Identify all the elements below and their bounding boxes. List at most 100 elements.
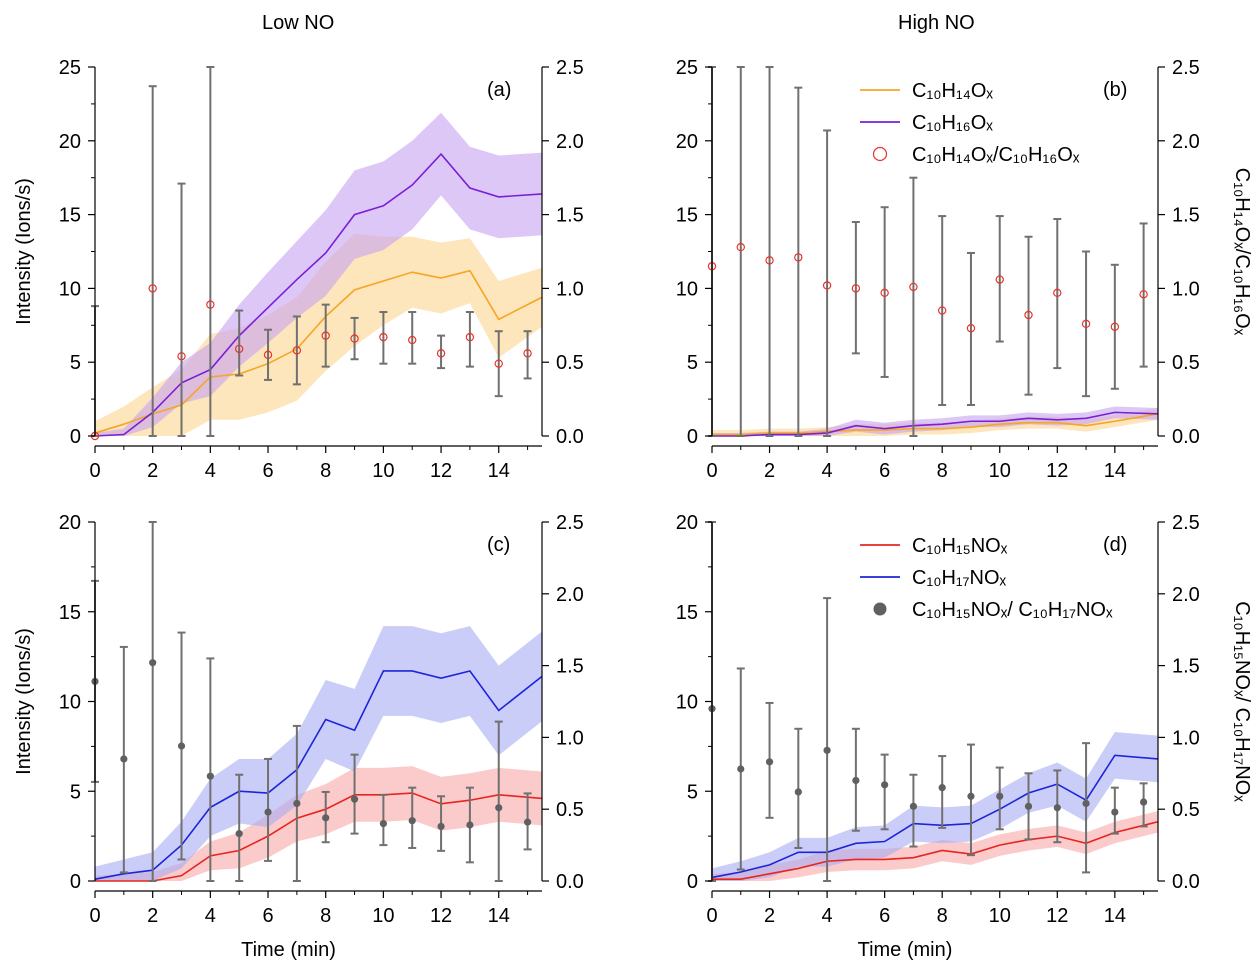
x-tick-label: 2 [764,905,775,927]
y2-tick-label: 0.5 [1172,352,1200,374]
x-tick-label: 12 [430,905,452,927]
panel-a: 0 5 10 15 20 25 0.0 0.5 1.0 1.5 2.0 2.5 0 2 4 6 8 10 12 14 (… [13,57,584,482]
y2-tick-label: 2.0 [556,584,584,606]
x-tick-label: 6 [262,905,273,927]
x-tick-label: 0 [706,460,717,482]
x-tick-label: 0 [89,905,100,927]
ratio-point [437,822,445,831]
y-axis-label: Intensity (Ions/s) [13,178,35,325]
y-tick-label: 5 [687,352,698,374]
y2-tick-label: 2.0 [556,131,584,153]
y2-tick-label: 1.5 [1172,205,1200,227]
x-tick-label: 4 [205,905,216,927]
y-tick-label: 5 [70,781,81,803]
x-tick-label: 12 [430,460,452,482]
ratio-point [1111,808,1119,816]
x-tick-label: 8 [937,905,948,927]
y2-tick-label: 0.5 [556,799,584,821]
panel-label: (b) [1103,79,1127,101]
ratio-point [996,792,1004,800]
y-tick-label: 10 [59,692,81,714]
ratio-point [995,275,1004,284]
y2-tick-label: 2.0 [1172,584,1200,606]
y2-axis-label: C₁₀H₁₅NOₓ/ C₁₀H₁₇NOₓ [1231,601,1253,802]
y2-tick-label: 0.5 [1172,799,1200,821]
x-tick-label: 14 [488,460,510,482]
y2-tick-label: 0.0 [1172,871,1200,893]
y-tick-label: 20 [59,131,81,153]
column-title-low-no: Low NO [262,12,335,34]
ratio-point [1110,322,1120,331]
legend-label: C₁₀H₁₆Oₓ [912,112,993,134]
x-tick-label: 2 [764,460,775,482]
ratio-point [1053,804,1061,812]
series-band-0 [95,766,542,881]
panel-label: (d) [1103,534,1127,556]
ratio-point [465,332,475,342]
ratio-point [737,765,745,773]
y2-tick-label: 1.0 [1172,727,1200,749]
x-tick-label: 2 [147,905,158,927]
ratio-point [851,284,861,293]
ratio-point [1140,798,1148,806]
y-tick-label: 5 [70,352,81,374]
y2-tick-label: 1.0 [556,727,584,749]
ratio-point [177,742,186,750]
x-tick-label: 10 [372,460,394,482]
ratio-point [148,284,157,293]
ratio-point [321,331,330,340]
y-tick-label: 25 [676,57,698,79]
ratio-point [736,242,745,252]
ratio-point [263,350,273,360]
x-tick-label: 14 [1104,905,1126,927]
y2-tick-label: 1.5 [556,656,584,678]
y-tick-label: 15 [59,602,81,624]
y2-tick-label: 2.5 [556,512,584,534]
ratio-point [967,792,975,800]
series-line-1 [94,152,543,437]
ratio-point [823,746,831,754]
x-tick-label: 10 [989,905,1011,927]
series-line-0 [712,413,1159,436]
legend-label: C₁₀H₁₅NOₓ/ C₁₀H₁₇NOₓ [912,599,1113,621]
ratio-point [822,281,832,290]
ratio-point [466,821,474,829]
y2-tick-label: 2.5 [556,57,584,79]
ratio-point [408,335,417,345]
ratio-point [322,814,330,822]
y2-tick-label: 0.0 [1172,426,1200,448]
ratio-point [909,802,918,810]
x-tick-label: 4 [822,460,833,482]
x-tick-label: 6 [879,460,890,482]
y2-axis-label: C₁₀H₁₄Oₓ/C₁₀H₁₆Oₓ [1231,168,1253,336]
y-tick-label: 20 [59,512,81,534]
series-band-1 [712,406,1158,436]
panel-b: 0 5 10 15 20 25 0.0 0.5 1.0 1.5 2.0 2.5 0 2 4 6 8 10 12 14 (… [676,57,1253,482]
x-tick-label: 0 [706,905,717,927]
x-tick-label: 2 [147,460,158,482]
x-tick-label: 6 [879,905,890,927]
ratio-point [1081,319,1091,329]
ratio-point [292,346,302,355]
y-tick-label: 0 [70,426,81,448]
ratio-point [206,300,215,309]
legend-marker [872,146,888,162]
y-tick-label: 20 [676,131,698,153]
series-line-1 [711,754,1159,879]
column-title-high-no: High NO [898,12,975,34]
series-band-1 [95,112,542,437]
y-tick-label: 15 [59,205,81,227]
y-axis-label: Intensity (Ions/s) [13,628,35,775]
y-tick-label: 10 [59,278,81,300]
ratio-point [765,256,774,265]
x-tick-label: 8 [320,460,331,482]
ratio-point [495,804,503,812]
ratio-point [880,288,889,298]
ratio-point [177,352,186,361]
legend-label: C₁₀H₁₄Oₓ/C₁₀H₁₆Oₓ [912,144,1080,166]
ratio-point [523,349,532,358]
series-line-0 [95,792,543,882]
legend-marker [873,602,887,616]
y2-tick-label: 1.5 [556,205,584,227]
ratio-point [1082,799,1090,808]
